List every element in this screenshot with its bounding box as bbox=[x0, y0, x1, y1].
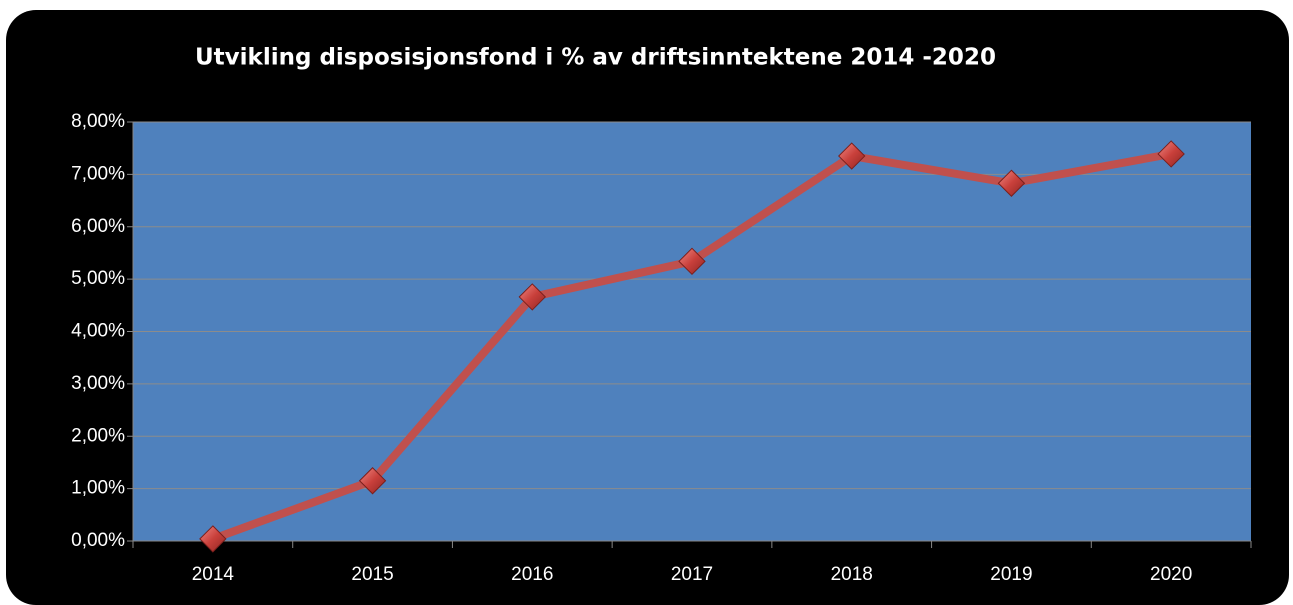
data-point bbox=[199, 525, 227, 553]
y-tick-label: 5,00% bbox=[71, 268, 125, 289]
y-tick-label: 3,00% bbox=[71, 373, 125, 394]
x-tick-label: 2016 bbox=[511, 564, 553, 585]
data-point bbox=[678, 247, 706, 276]
x-tick-label: 2017 bbox=[671, 564, 713, 585]
data-point bbox=[1157, 140, 1185, 168]
x-tick-label: 2015 bbox=[351, 564, 393, 585]
data-point bbox=[518, 283, 546, 311]
y-tick-label: 7,00% bbox=[71, 163, 125, 184]
y-tick-label: 8,00% bbox=[71, 111, 125, 132]
data-point bbox=[358, 467, 387, 495]
x-tick-label: 2018 bbox=[831, 564, 873, 585]
y-tick-label: 1,00% bbox=[71, 478, 125, 499]
x-tick-label: 2019 bbox=[990, 564, 1032, 585]
chart-title: Utvikling disposisjonsfond i % av drifts… bbox=[195, 45, 996, 71]
y-tick-label: 0,00% bbox=[71, 530, 125, 551]
x-tick-label: 2020 bbox=[1150, 564, 1192, 585]
x-tick-label: 2014 bbox=[192, 564, 235, 585]
data-point bbox=[997, 169, 1026, 197]
y-tick-label: 4,00% bbox=[71, 321, 125, 342]
data-point bbox=[838, 142, 866, 170]
y-tick-label: 6,00% bbox=[71, 216, 125, 237]
y-tick-label: 2,00% bbox=[71, 425, 125, 446]
